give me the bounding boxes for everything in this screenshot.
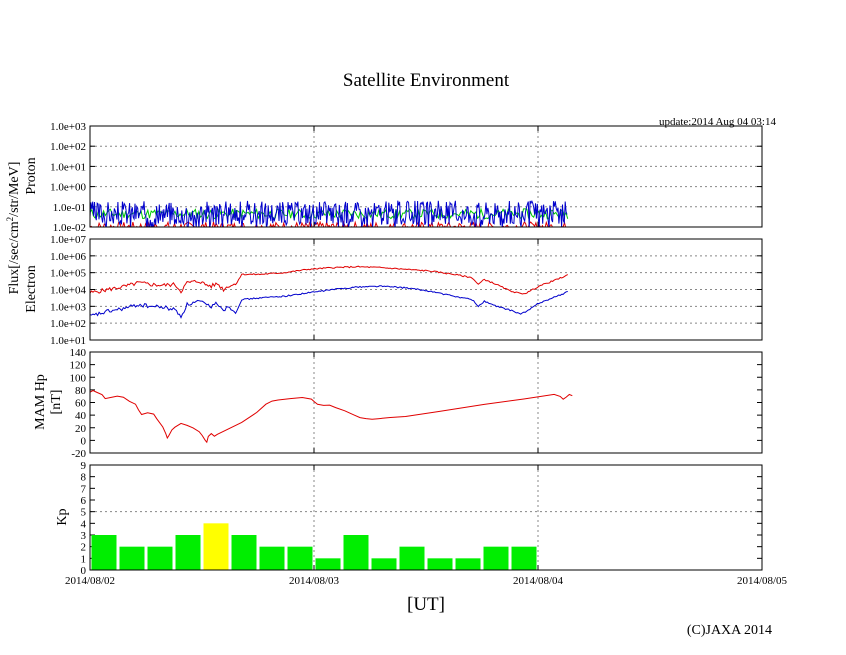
y-tick-label: 1.0e-02 (53, 222, 86, 234)
kp-bar (91, 535, 117, 570)
chart-title: Satellite Environment (343, 70, 510, 91)
electron-red-series (89, 265, 569, 295)
proton-blue-series (90, 199, 568, 227)
kp-bar (287, 546, 313, 570)
kp-bar (175, 535, 201, 570)
x-tick-label: 2014/08/02 (65, 575, 115, 587)
electron-ylabel: Electron (24, 265, 39, 312)
kp-bar (455, 558, 481, 570)
kp-ylabel: Kp (55, 508, 70, 525)
y-tick-label: 140 (70, 347, 87, 359)
x-tick-label: 2014/08/03 (289, 575, 340, 587)
y-tick-label: 5 (81, 507, 87, 519)
x-tick-label: 2014/08/04 (513, 575, 564, 587)
panel-electron: 1.0e+01 1.0e+02 1.0e+03 1.0e+04 1.0e+05 1.0e+… (50, 234, 763, 347)
y-tick-label: 2 (81, 542, 87, 554)
y-tick-label: 0 (81, 565, 87, 577)
electron-blue-series (89, 285, 568, 319)
y-tick-label: 1.0e+00 (50, 182, 86, 194)
mamhp-ylabel: MAM Hp (33, 374, 48, 430)
copyright-text: (C)JAXA 2014 (687, 623, 772, 638)
y-tick-label: 1.0e+07 (50, 234, 86, 246)
y-tick-label: -20 (71, 448, 86, 460)
kp-bar (399, 546, 425, 570)
y-tick-label: 1.0e+02 (50, 141, 86, 153)
kp-bar (511, 546, 537, 570)
y-tick-label: 100 (70, 372, 87, 384)
mamhp-unit-label: [nT] (49, 390, 64, 415)
y-tick-label: 1.0e-01 (53, 202, 86, 214)
panel-frame (89, 238, 763, 341)
kp-bar (231, 535, 257, 570)
y-tick-label: 120 (70, 360, 87, 372)
y-tick-label: 1.0e+03 (50, 121, 86, 133)
y-tick-label: 40 (75, 410, 87, 422)
y-tick-label: 1.0e+04 (50, 285, 86, 297)
y-tick-label: 80 (75, 385, 87, 397)
panel-proton: 1.0e-02 1.0e-01 1.0e+00 1.0e+01 1.0e+02 1.0e+… (50, 121, 763, 234)
mamhp-series (89, 390, 573, 444)
y-tick-label: 60 (75, 398, 87, 410)
kp-bar (427, 558, 453, 570)
kp-bar (119, 546, 145, 570)
kp-bar (343, 535, 369, 570)
y-tick-label: 3 (81, 530, 87, 542)
kp-bar (315, 558, 341, 570)
y-tick-label: 4 (81, 518, 87, 530)
y-tick-label: 1.0e+03 (50, 301, 86, 313)
kp-bar (371, 558, 397, 570)
y-tick-label: 1.0e+06 (50, 251, 86, 263)
y-tick-label: 7 (81, 483, 87, 495)
y-tick-label: 1.0e+01 (50, 161, 86, 173)
y-tick-label: 0 (81, 435, 87, 447)
proton-ylabel: Proton (24, 157, 39, 194)
y-tick-label: 9 (81, 460, 87, 472)
update-timestamp: update:2014 Aug 04 03:14 (659, 116, 777, 128)
y-tick-label: 1 (81, 553, 87, 565)
panel-frame (89, 351, 763, 454)
y-tick-label: 1.0e+01 (50, 335, 86, 347)
kp-bar (483, 546, 509, 570)
y-tick-label: 20 (75, 423, 87, 435)
y-tick-label: 8 (81, 472, 87, 484)
proton-red-series (90, 220, 567, 227)
kp-bar (259, 546, 285, 570)
panel-frame (89, 464, 763, 571)
y-tick-label: 1.0e+02 (50, 318, 86, 330)
panel-frame (89, 125, 763, 228)
y-tick-label: 6 (81, 495, 87, 507)
kp-bar (147, 546, 173, 570)
x-tick-label: 2014/08/05 (737, 575, 788, 587)
y-tick-label: 1.0e+05 (50, 268, 86, 280)
kp-bar (203, 523, 229, 570)
x-axis-label: [UT] (407, 594, 445, 615)
flux-ylabel: Flux[/sec/cm2/str/MeV] (5, 162, 22, 295)
